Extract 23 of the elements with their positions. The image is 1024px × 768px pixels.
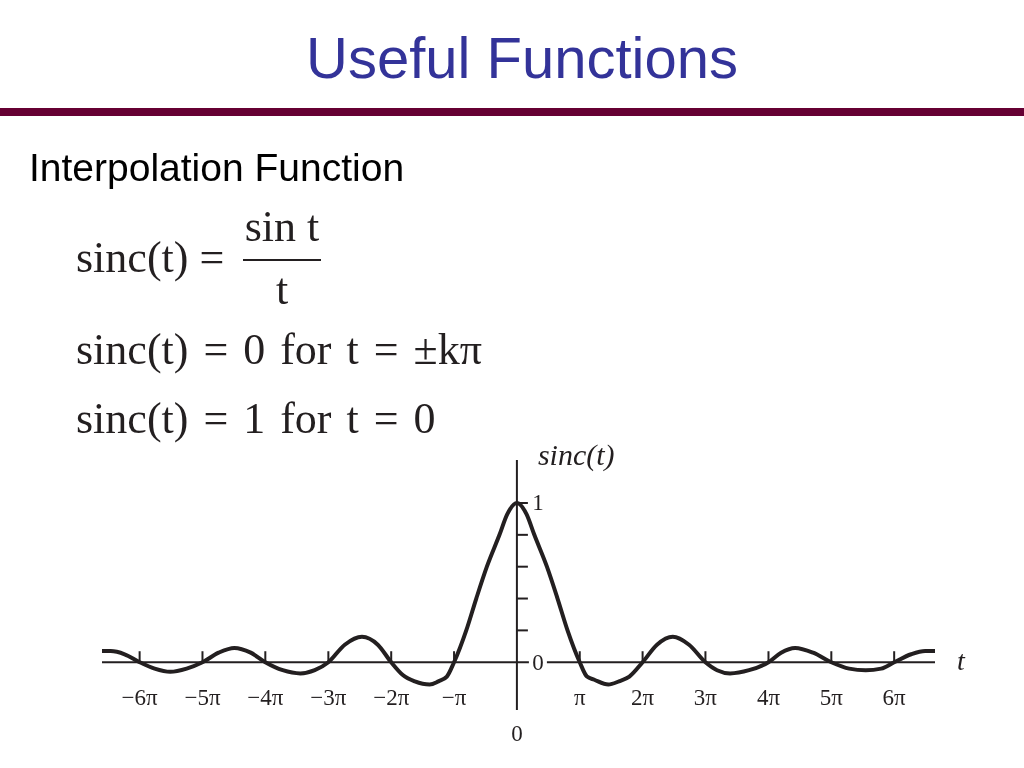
x-tick-label: −6π xyxy=(121,685,159,711)
text: sinc(t) = xyxy=(76,233,225,282)
x-tick-label: 4π xyxy=(756,685,781,711)
x-tick-label: 2π xyxy=(631,685,655,711)
text: t xyxy=(275,265,289,314)
x-tick-label: −3π xyxy=(310,685,347,711)
text: 0 xyxy=(511,721,523,746)
y-axis-title: sinc(t) xyxy=(537,438,615,471)
x-tick-label: π xyxy=(573,685,586,711)
x-tick-label: −π xyxy=(441,685,467,711)
x-tick-label: 3π xyxy=(693,685,718,711)
text: sinc(t) = 0 for t = ±kπ xyxy=(76,325,482,374)
x-tick-label: 5π xyxy=(819,685,844,711)
x-tick-label: −4π xyxy=(247,685,284,711)
chart-title: Useful Functions xyxy=(306,25,738,90)
x-axis-title: t xyxy=(957,645,965,677)
x-tick-label: −5π xyxy=(184,685,221,711)
text: sinc(t) = 1 for t = 0 xyxy=(76,394,436,443)
x-tick-label: −2π xyxy=(373,685,410,711)
chart-subtitle: Interpolation Function xyxy=(29,146,405,189)
y-tick-label: 1 xyxy=(532,490,544,516)
text: sin t xyxy=(244,202,320,251)
x-tick-label: 6π xyxy=(882,685,907,711)
